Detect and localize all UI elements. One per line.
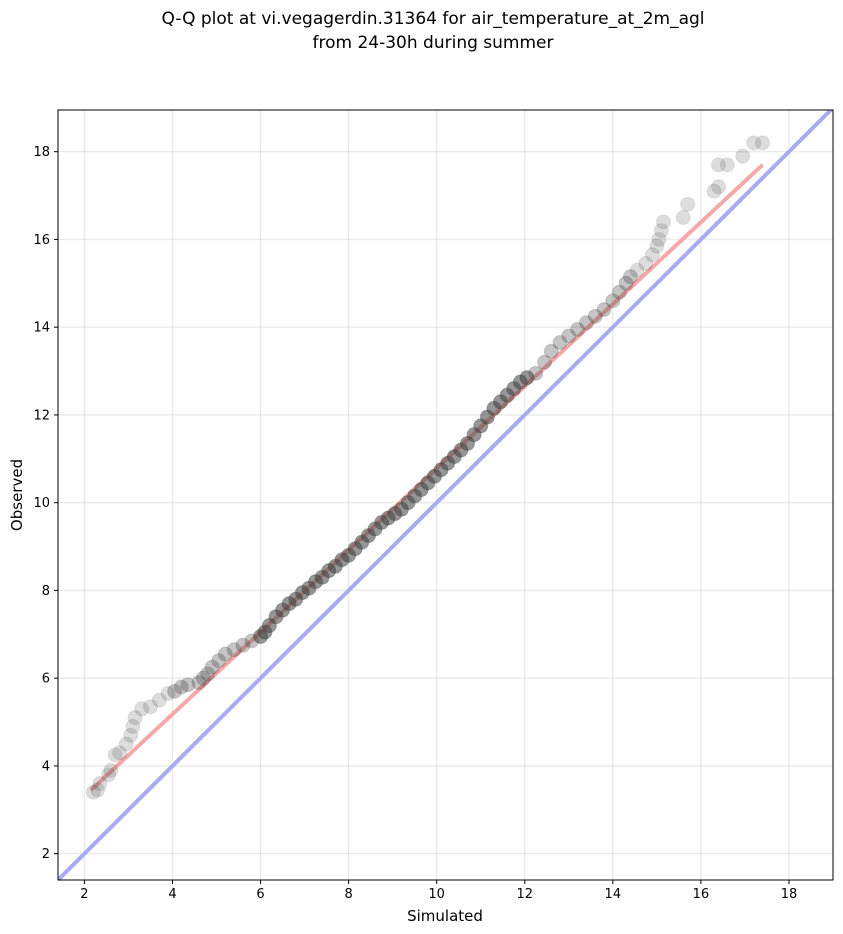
qq-point bbox=[142, 699, 158, 715]
x-tick-label: 8 bbox=[344, 887, 352, 902]
qq-point bbox=[195, 670, 211, 686]
y-tick-label: 6 bbox=[42, 672, 50, 687]
qq-point bbox=[543, 343, 559, 359]
qq-point bbox=[611, 284, 627, 300]
data-points bbox=[85, 135, 771, 800]
qq-point bbox=[85, 784, 101, 800]
qq-point bbox=[118, 736, 134, 752]
qq-point bbox=[112, 745, 128, 761]
qq-point bbox=[167, 683, 183, 699]
qq-point bbox=[622, 269, 638, 285]
plot-area-frame bbox=[57, 109, 834, 881]
qq-point bbox=[644, 247, 660, 263]
qq-point bbox=[587, 308, 603, 324]
qq-point bbox=[217, 646, 233, 662]
qq-point bbox=[711, 179, 727, 195]
grid-lines bbox=[58, 110, 833, 880]
qq-point bbox=[680, 196, 696, 212]
qq-point bbox=[596, 302, 612, 318]
qq-point bbox=[173, 679, 189, 695]
qq-point bbox=[519, 370, 535, 386]
qq-point bbox=[711, 157, 727, 173]
qq-point bbox=[90, 782, 106, 798]
qq-point bbox=[552, 335, 568, 351]
qq-point bbox=[651, 231, 667, 247]
qq-point bbox=[629, 262, 645, 278]
qq-point bbox=[755, 135, 771, 151]
x-axis-ticks: 2 4 6 8 10 12 14 16 18 bbox=[80, 880, 797, 902]
y-tick-label: 10 bbox=[33, 496, 50, 511]
qq-point bbox=[125, 718, 141, 734]
y-tick-label: 18 bbox=[33, 145, 50, 160]
y-axis-ticks: 2 4 6 8 10 12 14 16 18 bbox=[33, 145, 58, 862]
qq-point bbox=[655, 214, 671, 230]
reference-1to1-line bbox=[58, 110, 833, 880]
qq-point bbox=[134, 701, 150, 717]
qq-point bbox=[706, 183, 722, 199]
qq-point bbox=[746, 135, 762, 151]
qq-point bbox=[570, 321, 586, 337]
qq-point bbox=[200, 666, 216, 682]
x-tick-label: 12 bbox=[516, 887, 533, 902]
qq-point bbox=[211, 653, 227, 669]
qq-point bbox=[528, 365, 544, 381]
qq-point bbox=[638, 256, 654, 272]
qq-point bbox=[180, 677, 196, 693]
qq-point bbox=[653, 223, 669, 239]
qq-point bbox=[151, 692, 167, 708]
qq-point bbox=[123, 727, 139, 743]
qq-point bbox=[127, 710, 143, 726]
y-tick-label: 4 bbox=[42, 759, 50, 774]
qq-point bbox=[618, 275, 634, 291]
chart-title-line-2: from 24-30h during summer bbox=[313, 33, 554, 53]
qq-point bbox=[675, 209, 691, 225]
y-tick-label: 8 bbox=[42, 584, 50, 599]
qq-point bbox=[649, 238, 665, 254]
y-tick-label: 16 bbox=[33, 233, 50, 248]
x-tick-label: 2 bbox=[80, 887, 88, 902]
x-tick-label: 10 bbox=[428, 887, 445, 902]
qq-point bbox=[103, 762, 119, 778]
qq-point bbox=[235, 637, 251, 653]
qq-point bbox=[107, 747, 123, 763]
x-tick-label: 16 bbox=[693, 887, 710, 902]
x-tick-label: 18 bbox=[781, 887, 798, 902]
x-tick-label: 6 bbox=[256, 887, 264, 902]
x-axis-label: Simulated bbox=[407, 907, 483, 925]
qq-point bbox=[204, 659, 220, 675]
x-tick-label: 14 bbox=[605, 887, 622, 902]
qq-point bbox=[735, 148, 751, 164]
y-tick-label: 12 bbox=[33, 408, 50, 423]
y-tick-label: 14 bbox=[33, 321, 50, 336]
chart-title-line-1: Q-Q plot at vi.vegagerdin.31364 for air_… bbox=[161, 9, 704, 29]
y-tick-label: 2 bbox=[42, 847, 50, 862]
y-axis-label: Observed bbox=[8, 459, 26, 531]
x-tick-label: 4 bbox=[168, 887, 176, 902]
qq-point bbox=[101, 767, 117, 783]
qq-point bbox=[719, 157, 735, 173]
qq-point bbox=[92, 775, 108, 791]
qq-point bbox=[561, 328, 577, 344]
qq-point bbox=[226, 642, 242, 658]
reference-lines bbox=[58, 110, 833, 880]
qq-point bbox=[578, 315, 594, 331]
qq-point bbox=[605, 293, 621, 309]
qq-point bbox=[160, 686, 176, 702]
qq-point bbox=[537, 354, 553, 370]
qq-point bbox=[191, 675, 207, 691]
